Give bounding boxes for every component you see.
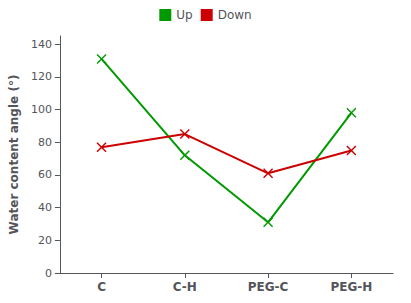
svg-text:40: 40 — [38, 201, 52, 214]
svg-text:0: 0 — [45, 267, 52, 280]
svg-text:C-H: C-H — [173, 280, 197, 294]
svg-text:140: 140 — [31, 38, 52, 51]
svg-text:Up: Up — [176, 8, 192, 22]
svg-text:Water content angle (°): Water content angle (°) — [7, 75, 21, 235]
svg-text:PEG-H: PEG-H — [330, 280, 372, 294]
svg-text:PEG-C: PEG-C — [248, 280, 289, 294]
svg-text:C: C — [97, 280, 106, 294]
svg-text:100: 100 — [31, 103, 52, 116]
svg-text:120: 120 — [31, 70, 52, 83]
svg-text:20: 20 — [38, 234, 52, 247]
svg-text:Down: Down — [218, 8, 252, 22]
svg-text:60: 60 — [38, 168, 52, 181]
svg-text:80: 80 — [38, 136, 52, 149]
